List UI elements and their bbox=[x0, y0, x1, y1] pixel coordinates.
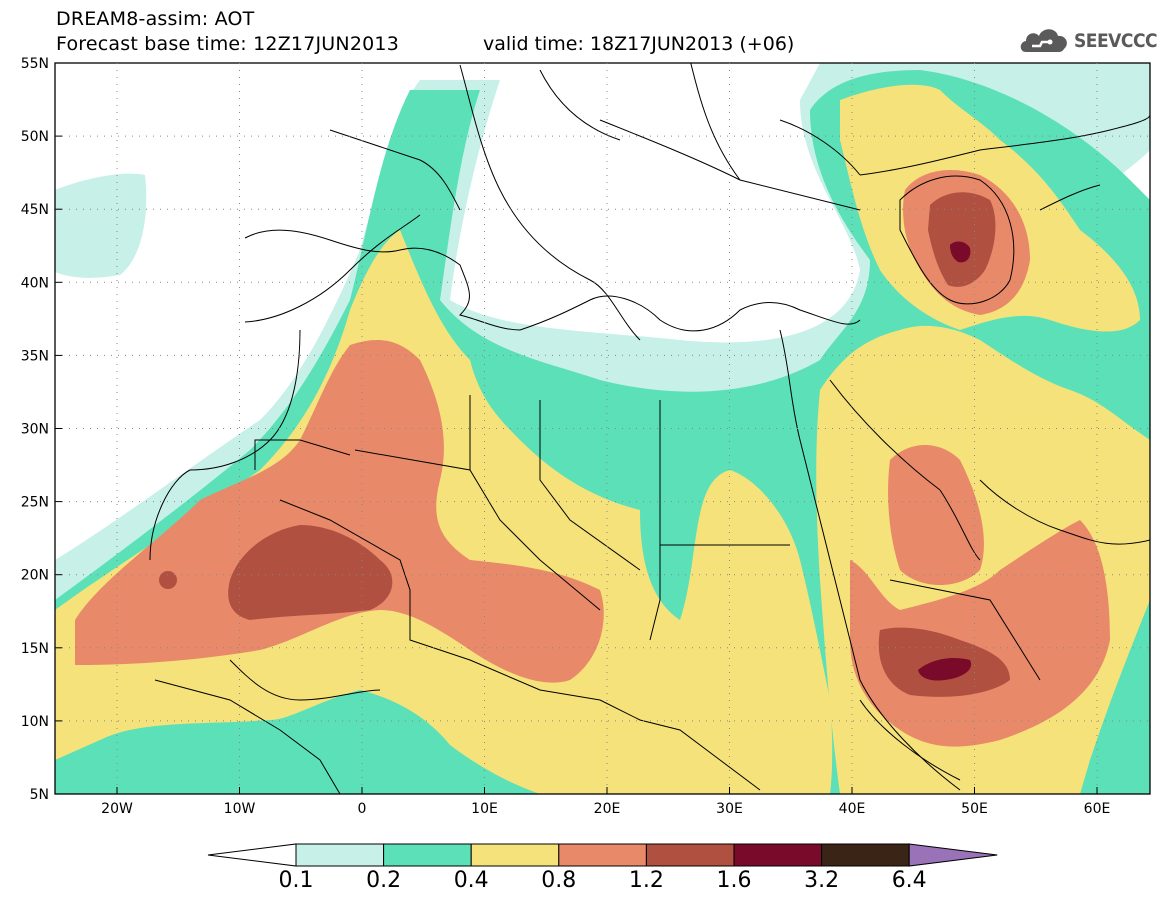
lon-label: 60E bbox=[1084, 801, 1111, 817]
lon-label: 50E bbox=[961, 801, 988, 817]
colorbar-label: 3.2 bbox=[804, 868, 840, 893]
logo-text: SEEVCCC bbox=[1074, 30, 1158, 52]
lon-label: 30E bbox=[716, 801, 743, 817]
colorbar-label: 0.4 bbox=[453, 868, 489, 893]
colorbar-under bbox=[207, 843, 297, 867]
lat-label: 10N bbox=[21, 714, 49, 730]
colorbar-label: 0.2 bbox=[366, 868, 402, 893]
lat-label: 30N bbox=[21, 422, 49, 438]
valid-time: valid time: 18Z17JUN2013 (+06) bbox=[483, 33, 795, 55]
colorbar-label: 1.2 bbox=[628, 868, 664, 893]
colorbar-label: 6.4 bbox=[891, 868, 927, 893]
colorbar-label: 0.1 bbox=[278, 868, 314, 893]
lat-label: 40N bbox=[21, 275, 49, 291]
lat-label: 25N bbox=[21, 495, 49, 511]
lat-label: 5N bbox=[30, 787, 49, 803]
lat-label: 50N bbox=[21, 129, 49, 145]
colorbar-label: 1.6 bbox=[716, 868, 752, 893]
axis-ticks bbox=[55, 62, 1098, 795]
colorbar-over bbox=[908, 843, 998, 867]
aot-band-0.8 bbox=[75, 340, 604, 683]
aot-band-0.8-saudi bbox=[888, 445, 984, 585]
longitude-labels: 20W 10W 0 10E 20E 30E 40E 50E 60E bbox=[101, 801, 1110, 817]
map-title: DREAM8-assim: AOT bbox=[56, 8, 255, 30]
colorbar-swatch bbox=[383, 843, 472, 867]
colorbar-label: 0.8 bbox=[541, 868, 577, 893]
lat-label: 55N bbox=[21, 56, 49, 72]
cloud-icon bbox=[1020, 29, 1067, 52]
lat-label: 15N bbox=[21, 641, 49, 657]
colorbar bbox=[207, 843, 998, 867]
colorbar-swatch bbox=[645, 843, 735, 867]
aot-band-1.6-caspian bbox=[950, 241, 971, 263]
country-borders bbox=[149, 63, 1150, 794]
aot-band-1.2-caspian bbox=[928, 192, 996, 287]
aot-band-0.4 bbox=[55, 230, 833, 794]
latitude-labels: 55N 50N 45N 40N 35N 30N 25N 20N 15N 10N 5N bbox=[21, 56, 49, 803]
lon-label: 0 bbox=[358, 801, 367, 817]
lat-label: 20N bbox=[21, 568, 49, 584]
colorbar-swatch bbox=[733, 843, 823, 867]
aot-band-1.2 bbox=[228, 525, 393, 620]
colorbar-swatch bbox=[821, 843, 910, 867]
colorbar-swatch bbox=[295, 843, 385, 867]
lon-label: 10W bbox=[224, 801, 256, 817]
forecast-base-time: Forecast base time: 12Z17JUN2013 bbox=[56, 33, 399, 55]
colorbar-swatch bbox=[558, 843, 647, 867]
lat-label: 45N bbox=[21, 202, 49, 218]
seevccc-logo: SEEVCCC bbox=[1018, 22, 1158, 58]
lon-label: 10E bbox=[471, 801, 498, 817]
aot-band-0.1-atlantic bbox=[55, 173, 147, 278]
lon-label: 20E bbox=[594, 801, 621, 817]
lon-label: 20W bbox=[101, 801, 133, 817]
aot-spot-1.2 bbox=[159, 571, 177, 589]
colorbar-swatch bbox=[470, 843, 560, 867]
aot-field bbox=[55, 63, 1150, 794]
lon-label: 40E bbox=[839, 801, 866, 817]
graticule bbox=[55, 63, 1150, 794]
lat-label: 35N bbox=[21, 348, 49, 364]
aot-band-1.6-yemen bbox=[918, 658, 972, 681]
